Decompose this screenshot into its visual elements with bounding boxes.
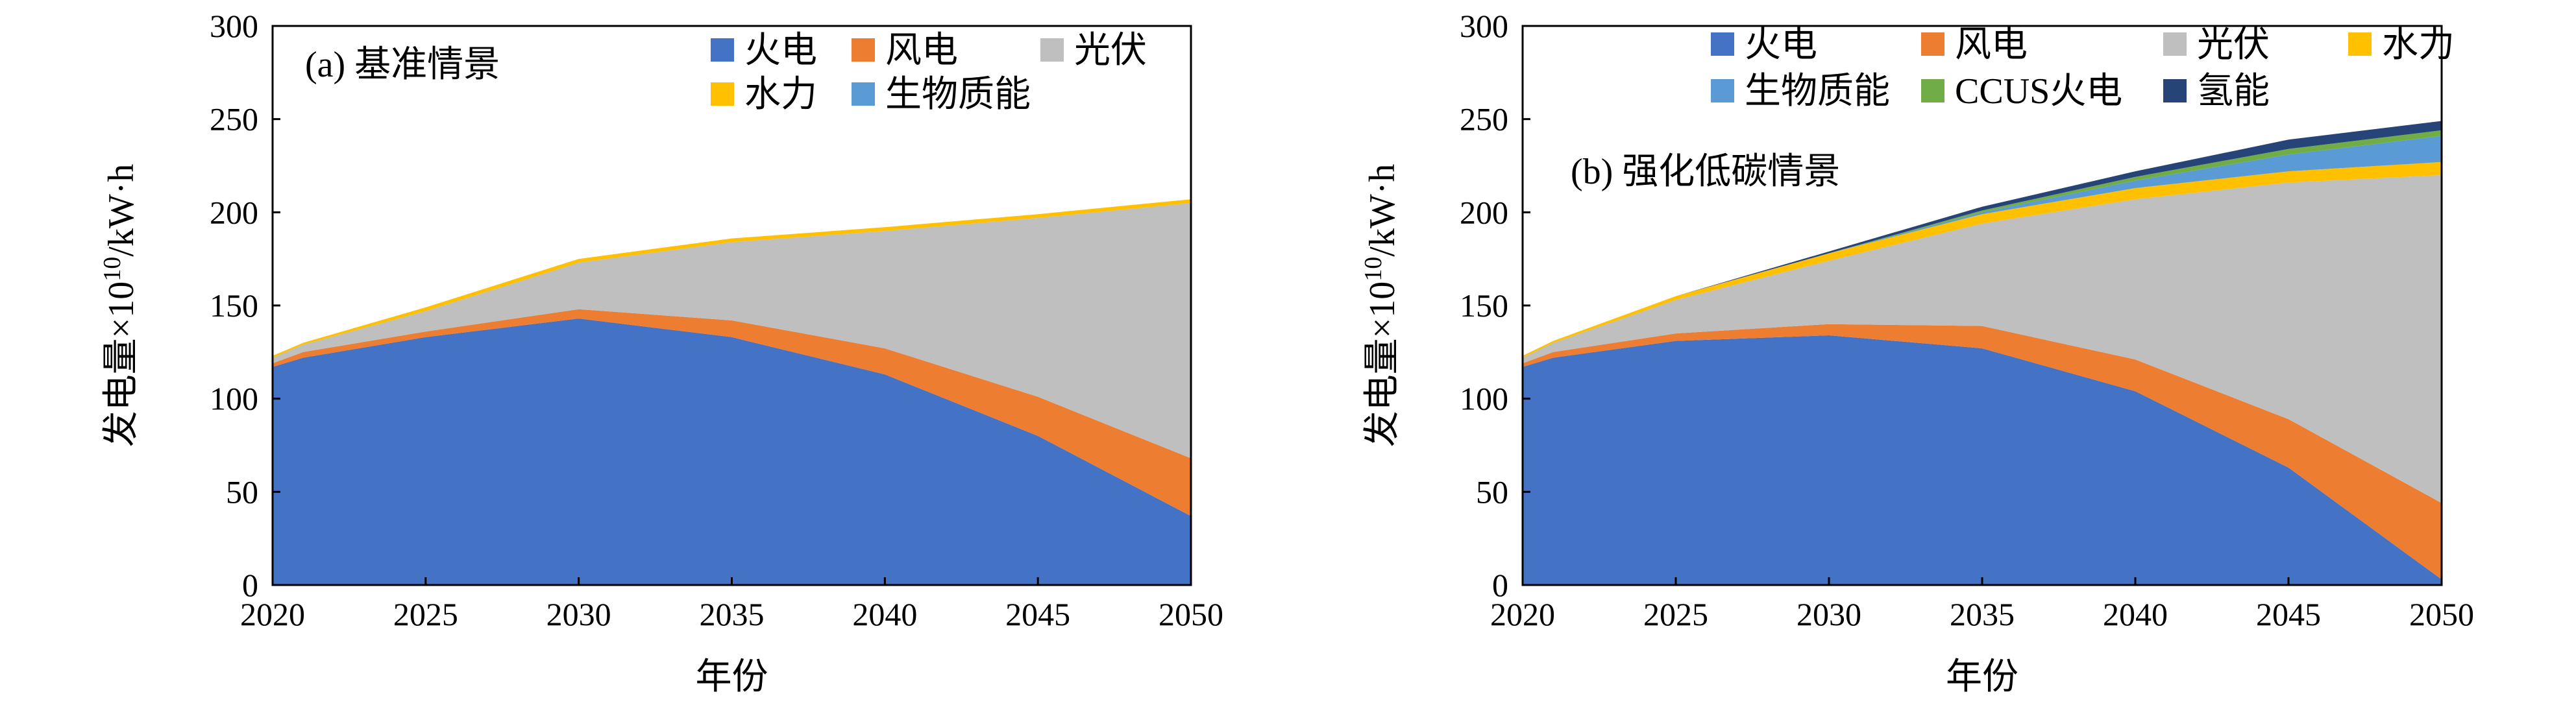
legend-item: 光伏 xyxy=(1040,30,1147,71)
legend-item: 风电 xyxy=(852,30,958,71)
legend-swatch xyxy=(852,82,875,106)
area-series-3 xyxy=(1523,174,2442,503)
x-tick-label: 2050 xyxy=(2409,596,2474,632)
legend-label: 风电 xyxy=(1955,25,2028,65)
x-tick-label: 2035 xyxy=(1950,596,2015,632)
x-tick-label: 2020 xyxy=(1490,596,1555,632)
x-tick-label: 2020 xyxy=(240,596,305,632)
legend-label: 光伏 xyxy=(2197,25,2270,65)
y-tick-label: 150 xyxy=(1460,287,1508,324)
y-tick-label: 200 xyxy=(210,194,258,230)
y-tick-label: 50 xyxy=(1476,473,1508,510)
legend-item: 生物质能 xyxy=(852,75,1031,115)
legend-item: 光伏 xyxy=(2163,25,2270,65)
legend-swatch xyxy=(1711,79,1734,102)
x-axis-title: 年份 xyxy=(1946,657,2018,697)
x-tick-label: 2030 xyxy=(546,596,611,632)
x-tick-label: 2040 xyxy=(852,596,917,632)
x-tick-label: 2045 xyxy=(2256,596,2321,632)
y-tick-label: 250 xyxy=(1460,101,1508,137)
x-tick-label: 2025 xyxy=(1643,596,1708,632)
y-tick-label: 250 xyxy=(210,101,258,137)
panel-label: (a) 基准情景 xyxy=(305,45,500,85)
area-series-3 xyxy=(273,203,1191,459)
y-tick-label: 150 xyxy=(210,287,258,324)
stacked-areas xyxy=(273,199,1191,585)
y-tick-label: 0 xyxy=(1492,567,1508,603)
legend-item: CCUS火电 xyxy=(1921,71,2122,112)
legend-swatch xyxy=(1921,32,1944,56)
y-tick-label: 100 xyxy=(210,381,258,417)
legend-item: 水力 xyxy=(711,75,817,115)
y-axis-title: 发电量×1010/kW·h xyxy=(1360,164,1403,448)
y-tick-label: 200 xyxy=(1460,194,1508,230)
y-tick-label: 50 xyxy=(226,473,258,510)
x-tick-label: 2025 xyxy=(393,596,458,632)
panel-label: (b) 强化低碳情景 xyxy=(1571,152,1840,192)
x-tick-label: 2030 xyxy=(1797,596,1861,632)
x-tick-label: 2050 xyxy=(1159,596,1223,632)
y-tick-label: 0 xyxy=(242,567,258,603)
y-tick-label: 300 xyxy=(210,8,258,44)
area-series-2 xyxy=(273,309,1191,516)
legend-swatch xyxy=(711,82,734,106)
area-series-1 xyxy=(1523,335,2442,585)
y-axis-title: 发电量×1010/kW·h xyxy=(99,164,141,448)
y-tick-label: 300 xyxy=(1460,8,1508,44)
legend-swatch xyxy=(1040,38,1064,62)
x-tick-label: 2045 xyxy=(1005,596,1070,632)
legend-swatch xyxy=(2348,32,2372,56)
legend-label: 火电 xyxy=(744,30,817,71)
legend-swatch xyxy=(1711,32,1734,56)
stacked-areas xyxy=(1523,121,2442,585)
legend-label: 水力 xyxy=(744,75,817,115)
legend-item: 风电 xyxy=(1921,25,2028,65)
legend-label: 火电 xyxy=(1745,25,1817,65)
legend-item: 生物质能 xyxy=(1711,71,1890,112)
legend-swatch xyxy=(2163,79,2187,102)
legend-swatch xyxy=(2163,32,2187,56)
legend-swatch xyxy=(711,38,734,62)
legend-swatch xyxy=(852,38,875,62)
chart-panel-1: 2020 2025 2030 2035 2040 2045 2050 0 50 100 150 200… xyxy=(99,8,1223,697)
legend-item: 火电 xyxy=(711,30,817,71)
legend-label: 氢能 xyxy=(2197,71,2270,112)
chart-panel-2: 2020 2025 2030 2035 2040 2045 2050 0 50 100 150 200… xyxy=(1360,8,2474,697)
legend-label: 生物质能 xyxy=(885,75,1031,115)
x-axis-title: 年份 xyxy=(696,657,768,697)
area-series-5 xyxy=(1523,136,2442,356)
legend-label: 生物质能 xyxy=(1745,71,1890,112)
legend-label: 水力 xyxy=(2382,25,2455,65)
legend-label: CCUS火电 xyxy=(1955,71,2122,112)
legend-item: 水力 xyxy=(2348,25,2455,65)
legend-label: 风电 xyxy=(885,30,958,71)
legend-item: 氢能 xyxy=(2163,71,2270,112)
y-tick-label: 100 xyxy=(1460,381,1508,417)
legend-swatch xyxy=(1921,79,1944,102)
legend-label: 光伏 xyxy=(1074,30,1147,71)
x-tick-label: 2040 xyxy=(2103,596,2168,632)
x-tick-label: 2035 xyxy=(700,596,765,632)
legend-item: 火电 xyxy=(1711,25,1817,65)
area-series-1 xyxy=(273,318,1191,585)
area-series-2 xyxy=(1523,324,2442,580)
